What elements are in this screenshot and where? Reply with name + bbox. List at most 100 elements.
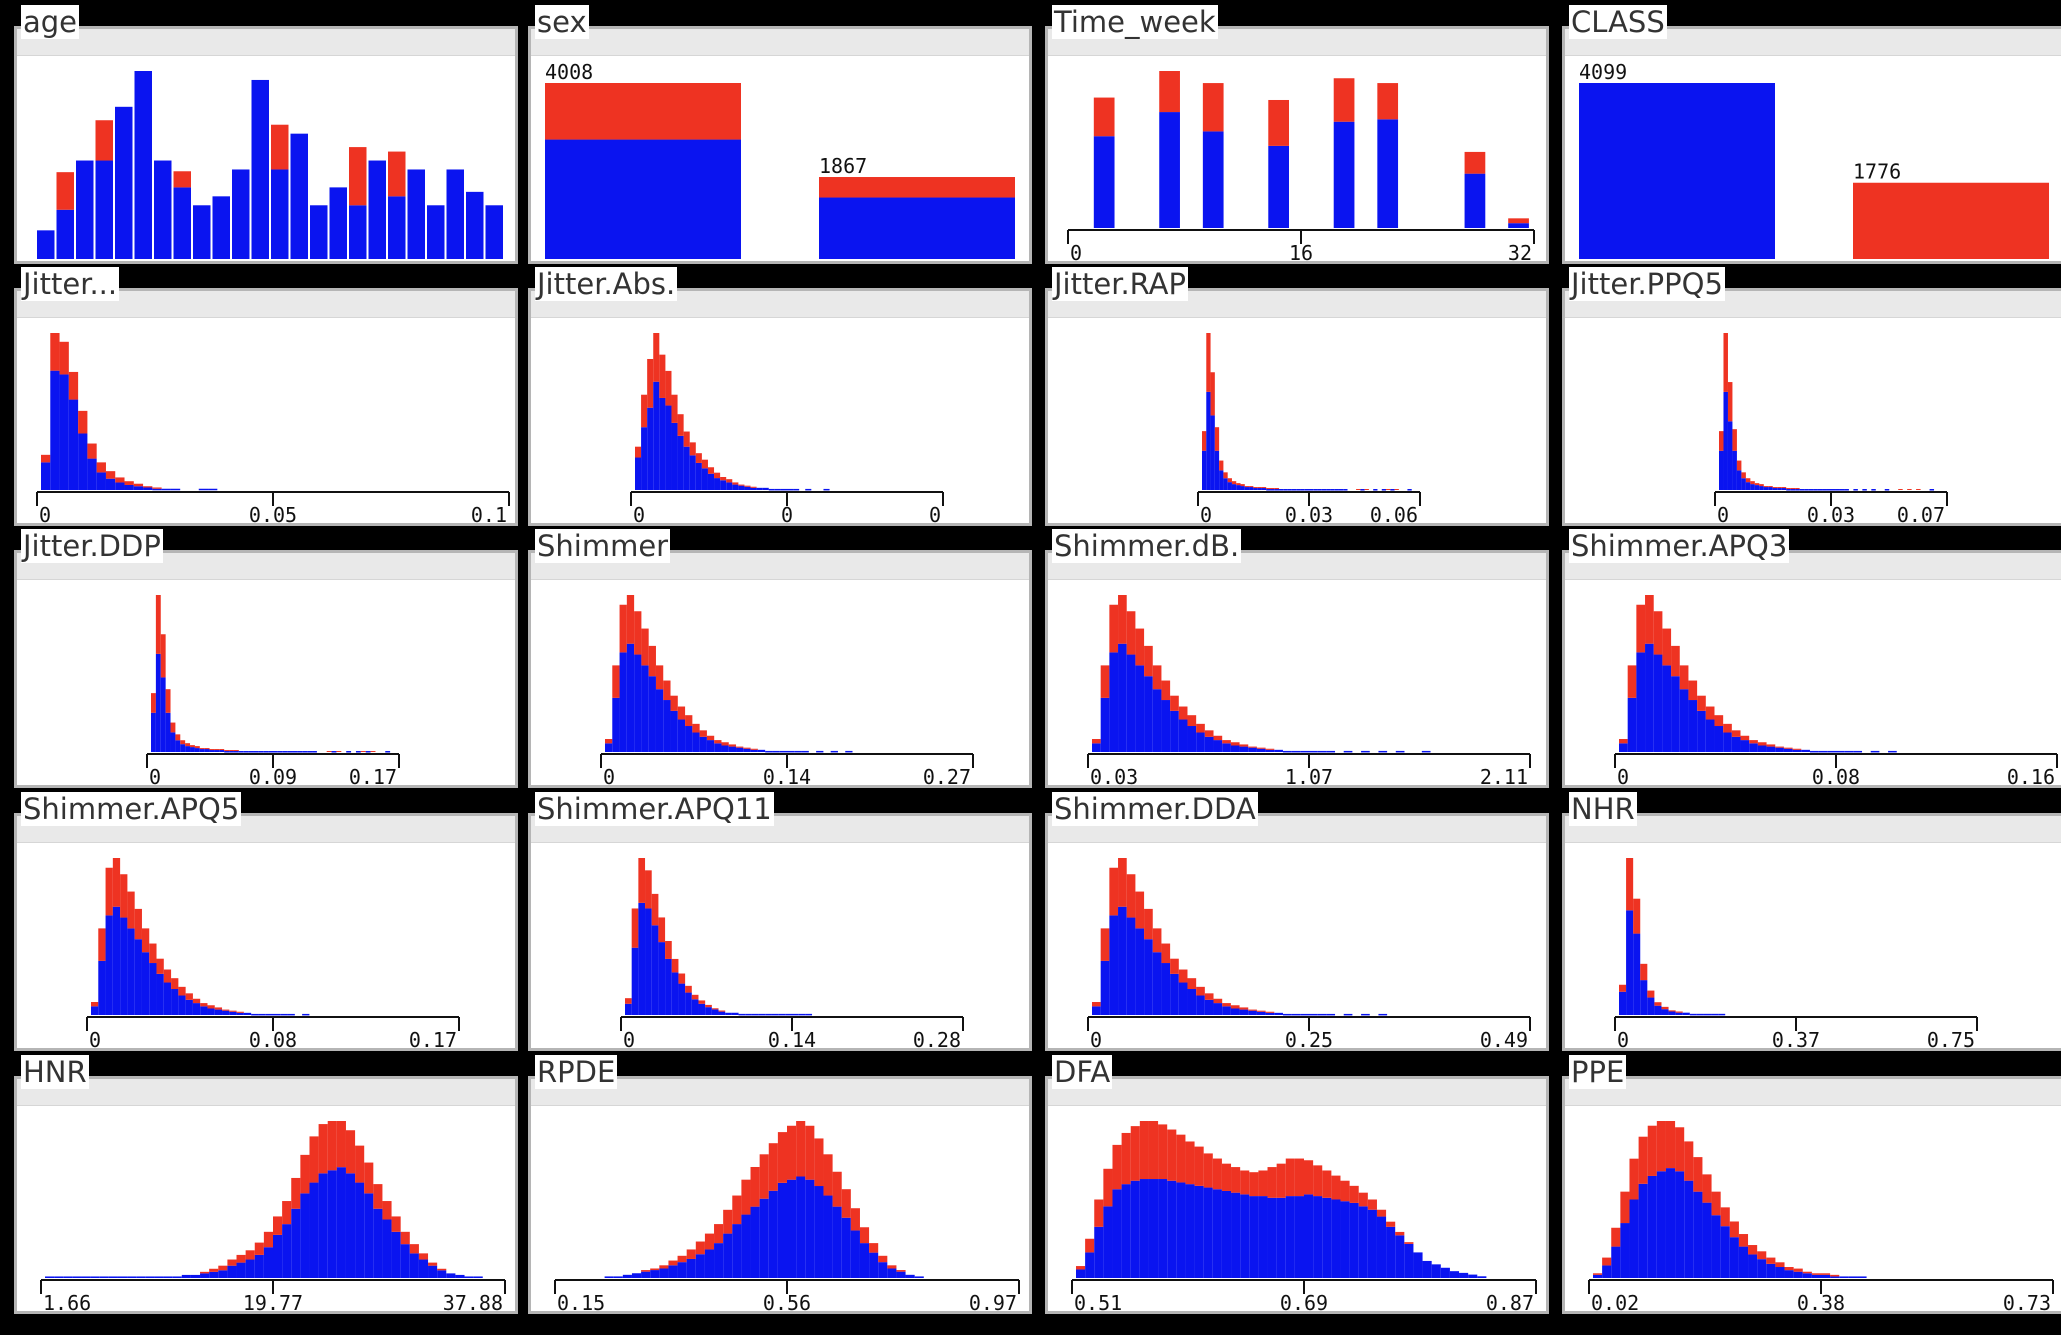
bar-segment-b	[1736, 460, 1742, 471]
panel-title: age	[21, 5, 80, 39]
bar-segment-a	[1378, 1013, 1388, 1016]
bar-segment-a	[1274, 749, 1283, 752]
bar-segment-b	[105, 471, 116, 479]
bar-segment-b	[1759, 484, 1764, 487]
bar-segment-a	[756, 487, 763, 490]
bar-segment-a	[105, 915, 113, 1015]
bar-segment-a	[1790, 489, 1796, 491]
bar-segment-a	[134, 939, 142, 1015]
bar-segment-b	[1244, 486, 1250, 488]
x-tick-label: 0.25	[1285, 1028, 1333, 1048]
bar-segment-a	[1792, 749, 1802, 752]
bar-segment-a	[1231, 484, 1237, 490]
bar-segment-a	[1723, 391, 1728, 490]
bar-segment-b	[626, 595, 635, 644]
chart-plot: 0 0.03 0.06	[1197, 333, 1421, 523]
bar-segment-b	[112, 858, 121, 907]
bar-segment-a	[1386, 1226, 1396, 1278]
bar-segment-a	[1326, 489, 1331, 491]
bar-segment-a	[625, 1003, 632, 1015]
bar-segment-a	[772, 750, 780, 753]
bar-segment-a	[1853, 750, 1863, 753]
bar-segment-b	[192, 998, 201, 1004]
bar-segment-a	[736, 747, 744, 752]
bar-segment-a	[1203, 1187, 1213, 1278]
bar-segment-a	[96, 472, 106, 490]
x-tick-label: 0.14	[763, 765, 811, 785]
bar-segment-b	[291, 1177, 301, 1209]
histogram-panel: sex 4008 1867	[528, 5, 1032, 264]
bar-segment-a	[446, 169, 464, 259]
bar-segment-a	[823, 488, 830, 491]
bar-segment-a	[214, 750, 220, 752]
bar-segment-a	[670, 710, 678, 752]
panel-title: Shimmer	[535, 529, 671, 563]
chart-plot: 0.15 0.56 0.97	[554, 1121, 1020, 1311]
histogram-panel: Time_week 0 16 32	[1045, 5, 1549, 264]
bar-segment-a	[905, 1274, 915, 1278]
bar-segment-a	[1633, 933, 1641, 1015]
bar-segment-a	[151, 712, 156, 752]
bar-segment-a	[1322, 1197, 1332, 1278]
bar-segment-a	[887, 1268, 897, 1278]
bar-segment-b	[1161, 680, 1171, 701]
bar-segment-a	[1766, 746, 1776, 752]
bar-segment-a	[1100, 960, 1110, 1015]
bar-segment-b	[175, 734, 181, 741]
bar-segment-a	[127, 928, 135, 1015]
bar-segment-a	[302, 751, 308, 753]
bar-segment-b	[1786, 488, 1791, 490]
x-tick-label: 0.08	[249, 1028, 297, 1048]
bar-segment-a	[741, 1214, 751, 1278]
bar-segment-b	[1257, 487, 1262, 489]
panel-title: Time_week	[1052, 5, 1218, 39]
bar-segment-b	[1085, 1238, 1095, 1253]
bar-segment-a	[1732, 450, 1737, 490]
bar-segment-b	[236, 1011, 244, 1013]
bar-segment-b	[750, 748, 758, 750]
bar-segment-a	[1822, 489, 1827, 491]
bar-segment-b	[1231, 1167, 1241, 1193]
bar-segment-b	[1152, 928, 1162, 953]
bar-segment-a	[464, 1276, 474, 1278]
bar-segment-a	[645, 908, 652, 1015]
bar-segment-a	[677, 435, 684, 490]
bar-segment-b	[409, 1244, 419, 1254]
bar-segment-b	[327, 1121, 337, 1171]
bar-segment-a	[1126, 917, 1136, 1015]
bar-segment-b	[1853, 182, 2049, 259]
bar-segment-a	[280, 1013, 288, 1016]
bar-segment-a	[1381, 489, 1387, 491]
bar-segment-a	[1317, 750, 1327, 753]
bar-segment-a	[1118, 643, 1127, 752]
bar-segment-a	[181, 1274, 191, 1278]
x-tick-label: 0	[623, 1028, 635, 1048]
bar-segment-b	[1640, 963, 1648, 981]
bar-segment-b	[1723, 723, 1732, 733]
bar-segment-b	[171, 978, 179, 990]
x-tick-label: 1.66	[43, 1291, 91, 1311]
bar-segment-a	[1178, 982, 1188, 1015]
bar-segment-b	[641, 394, 648, 428]
bar-segment-a	[312, 751, 317, 753]
x-tick-label: 0	[633, 503, 645, 523]
bar-segment-a	[37, 230, 55, 259]
bar-segment-b	[1185, 1141, 1195, 1185]
bar-segment-a	[180, 744, 186, 752]
bar-segment-a	[801, 750, 809, 753]
histogram-panel: Jitter.DDP 0 0.09 0.17	[14, 529, 518, 788]
bar-segment-b	[120, 874, 128, 918]
bar-segment-a	[1343, 489, 1348, 491]
bar-segment-a	[170, 488, 181, 491]
bar-segment-a	[1640, 980, 1648, 1015]
bar-segment-b	[180, 740, 186, 745]
bar-segment-a	[271, 169, 289, 259]
bar-segment-a	[1196, 995, 1205, 1015]
bar-segment-b	[1340, 1180, 1350, 1202]
panel-header	[17, 29, 515, 56]
bar-segment-b	[1126, 611, 1136, 655]
bar-segment-a	[726, 482, 733, 490]
bar-segment-b	[787, 1125, 797, 1180]
bar-segment-a	[841, 1217, 851, 1278]
bar-segment-b	[1249, 486, 1254, 488]
